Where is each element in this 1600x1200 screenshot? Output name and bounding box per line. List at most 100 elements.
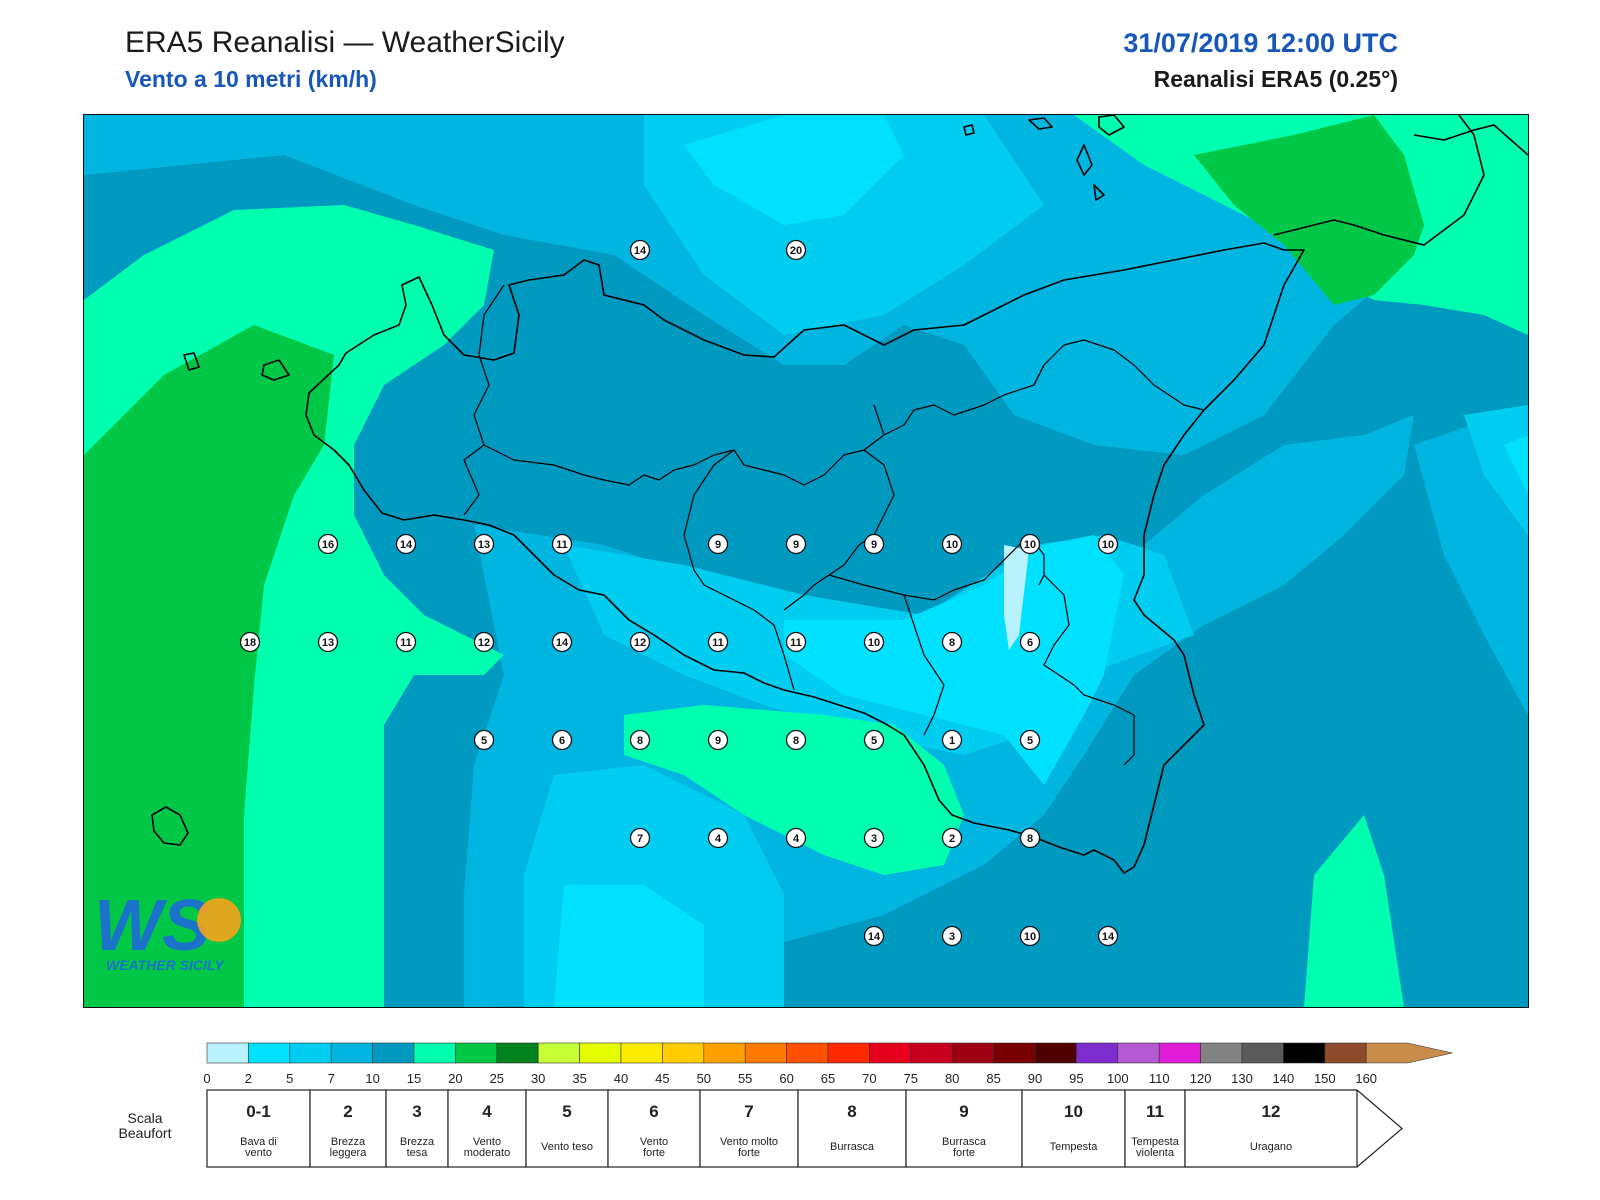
wind-field-2-5 — [1504, 435, 1528, 495]
station-circle — [629, 827, 651, 849]
logo-letters: WS — [94, 886, 210, 966]
station-value: 18 — [244, 637, 256, 649]
beaufort-description: forte — [738, 1147, 760, 1159]
colorbar-tick-label: 25 — [490, 1071, 504, 1086]
station-value: 11 — [790, 637, 802, 649]
station-circle — [785, 239, 807, 261]
colorbar-swatch — [1034, 1042, 1077, 1064]
colorbar-tick-label: 70 — [862, 1071, 876, 1086]
beaufort-description: Brezza — [400, 1136, 435, 1148]
station-circle — [785, 533, 807, 555]
colorbar-swatch — [537, 1042, 580, 1064]
colorbar-swatch — [1117, 1042, 1160, 1064]
station-circle — [239, 631, 261, 653]
beaufort-cell-box — [309, 1089, 387, 1168]
colorbar-swatch — [951, 1042, 994, 1064]
beaufort-cell: 5 Vento teso — [525, 1089, 609, 1168]
colorbar-swatch — [869, 1042, 912, 1064]
colorbar-swatch — [1324, 1042, 1367, 1064]
station-circle — [863, 533, 885, 555]
colorbar-swatch — [993, 1042, 1036, 1064]
beaufort-description: vento — [245, 1147, 272, 1159]
station-marker: 5 — [863, 729, 885, 751]
station-marker: 7 — [629, 827, 651, 849]
beaufort-number: 11 — [1146, 1102, 1164, 1121]
colorbar-swatch — [372, 1042, 415, 1064]
province-border — [903, 594, 945, 736]
station-value: 5 — [481, 735, 487, 747]
sicily-coastline — [305, 242, 1305, 874]
island-coastline — [261, 359, 290, 381]
station-circle — [863, 827, 885, 849]
station-circle — [707, 827, 729, 849]
beaufort-description: forte — [953, 1147, 975, 1159]
beaufort-description: Vento — [640, 1136, 668, 1148]
calabria-coastline — [1273, 115, 1485, 246]
station-marker: 11 — [395, 631, 417, 653]
station-value: 14 — [634, 245, 647, 257]
station-marker: 3 — [941, 925, 963, 947]
island-coastline — [1028, 117, 1053, 130]
logo-text: WEATHER SICILY — [106, 957, 225, 973]
beaufort-description: Tempesta — [1050, 1141, 1099, 1153]
station-marker: 13 — [317, 631, 339, 653]
beaufort-number: 12 — [1262, 1102, 1281, 1121]
province-border — [873, 404, 885, 436]
station-value: 5 — [1027, 735, 1033, 747]
station-marker: 11 — [785, 631, 807, 653]
station-marker: 14 — [629, 239, 651, 261]
coastlines — [151, 115, 1528, 874]
wind-field-2-5 — [554, 885, 704, 1007]
station-circle — [551, 533, 573, 555]
beaufort-number: 10 — [1064, 1102, 1083, 1121]
beaufort-description: Tempesta — [1131, 1136, 1180, 1148]
beaufort-number: 5 — [562, 1102, 571, 1121]
colorbar-tick-label: 55 — [738, 1071, 752, 1086]
colorbar-tick-label: 40 — [614, 1071, 628, 1086]
colorbar-ticks: 0 2 5 7 10 15 20 25 30 35 40 45 50 55 60 65 70 75 80 85 90 95… — [203, 1071, 1377, 1086]
map-subtitle: Vento a 10 metri (km/h) — [125, 66, 377, 92]
island-coastline — [151, 806, 189, 846]
colorbar-swatch — [1076, 1042, 1119, 1064]
colorbar-swatch — [1365, 1042, 1453, 1064]
station-marker: 14 — [1097, 925, 1119, 947]
province-borders — [463, 284, 1205, 766]
colorbar-swatch — [1200, 1042, 1243, 1064]
station-value: 13 — [322, 637, 334, 649]
station-circle — [395, 631, 417, 653]
wind-field-20-25 — [1194, 115, 1424, 305]
station-value: 9 — [715, 539, 721, 551]
colorbar-tick-label: 2 — [245, 1071, 252, 1086]
station-marker: 18 — [239, 631, 261, 653]
station-marker: 8 — [785, 729, 807, 751]
colorbar-swatch — [1241, 1042, 1284, 1064]
colorbar-swatch — [662, 1042, 705, 1064]
beaufort-number: 9 — [959, 1102, 968, 1121]
station-marker: 4 — [785, 827, 807, 849]
valid-datetime: 31/07/2019 12:00 UTC — [1123, 28, 1398, 58]
station-marker: 10 — [941, 533, 963, 555]
wind-field-0-2 — [1004, 545, 1029, 650]
station-circle — [941, 533, 963, 555]
beaufort-cell: 10 Tempesta — [1021, 1089, 1126, 1168]
province-border — [463, 284, 505, 516]
station-marker: 9 — [863, 533, 885, 555]
colorbar-tick-label: 150 — [1314, 1071, 1336, 1086]
colorbar-tick-label: 80 — [945, 1071, 959, 1086]
beaufort-number: 0-1 — [246, 1102, 271, 1121]
colorbar-swatch — [455, 1042, 498, 1064]
colorbar-tick-label: 100 — [1107, 1071, 1129, 1086]
station-marker: 3 — [863, 827, 885, 849]
colorbar-swatch — [827, 1042, 870, 1064]
wind-field-15-20 — [1304, 815, 1404, 1007]
colorbar-tick-label: 120 — [1190, 1071, 1212, 1086]
beaufort-cell: 12 Uragano — [1184, 1089, 1403, 1168]
station-value: 11 — [712, 637, 724, 649]
station-value: 12 — [634, 637, 646, 649]
station-circle — [941, 631, 963, 653]
station-marker: 10 — [1097, 533, 1119, 555]
station-marker: 1 — [941, 729, 963, 751]
